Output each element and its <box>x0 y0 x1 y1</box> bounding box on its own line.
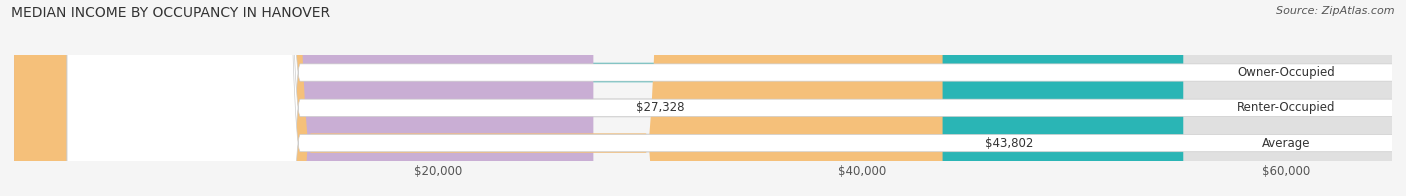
FancyBboxPatch shape <box>14 0 942 196</box>
Text: Source: ZipAtlas.com: Source: ZipAtlas.com <box>1277 6 1395 16</box>
Text: Average: Average <box>1261 137 1310 150</box>
FancyBboxPatch shape <box>67 0 1406 196</box>
Text: $27,328: $27,328 <box>636 101 685 114</box>
FancyBboxPatch shape <box>67 0 1406 196</box>
FancyBboxPatch shape <box>14 0 1392 196</box>
Text: MEDIAN INCOME BY OCCUPANCY IN HANOVER: MEDIAN INCOME BY OCCUPANCY IN HANOVER <box>11 6 330 20</box>
Text: Owner-Occupied: Owner-Occupied <box>1237 66 1334 79</box>
Text: $43,802: $43,802 <box>986 137 1033 150</box>
FancyBboxPatch shape <box>67 0 1406 196</box>
FancyBboxPatch shape <box>14 0 1184 196</box>
Text: Renter-Occupied: Renter-Occupied <box>1237 101 1336 114</box>
FancyBboxPatch shape <box>14 0 593 196</box>
Text: $55,156: $55,156 <box>1087 66 1140 79</box>
FancyBboxPatch shape <box>14 0 1392 196</box>
FancyBboxPatch shape <box>14 0 1392 196</box>
